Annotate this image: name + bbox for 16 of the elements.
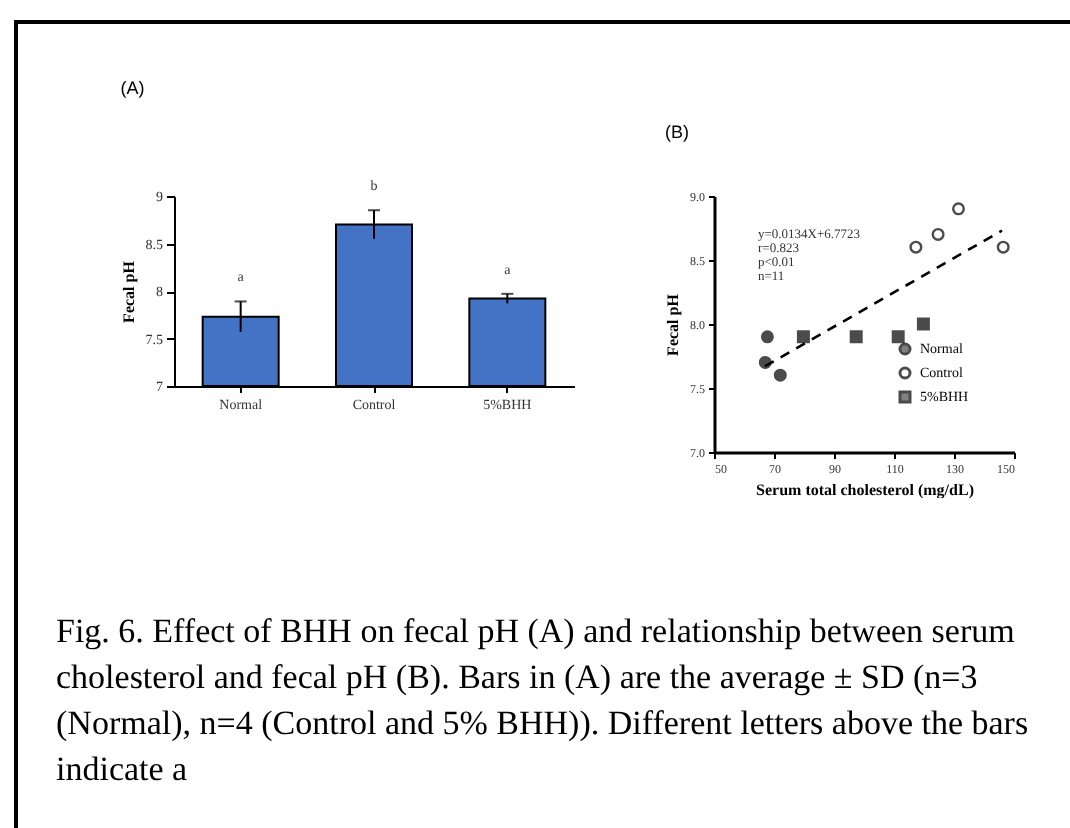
point (996, 240, 1010, 254)
y-axis-title: Fecal pH (664, 292, 682, 356)
point (916, 317, 930, 331)
caption: Fig. 6. Effect of BHH on fecal pH (A) and relationship between serum cholesterol and fecal pH (B). Bars in (A) are the average ± SD (n=3 (Normal), n=4 (Control and 5% BHH)). Different letters above the bars indicate a (56, 610, 1031, 792)
y-axis-title: Fecal pH (119, 259, 138, 323)
point (891, 330, 905, 344)
point (931, 227, 945, 241)
point (773, 368, 787, 382)
x-axis-title: Serum total cholesterol (mg/dL) (756, 481, 975, 499)
point (760, 330, 774, 344)
point (909, 240, 923, 254)
point (796, 330, 810, 344)
chart-title: (B) (665, 122, 689, 142)
chart-title: (A) (120, 78, 145, 99)
point (849, 330, 863, 344)
point (952, 202, 965, 216)
